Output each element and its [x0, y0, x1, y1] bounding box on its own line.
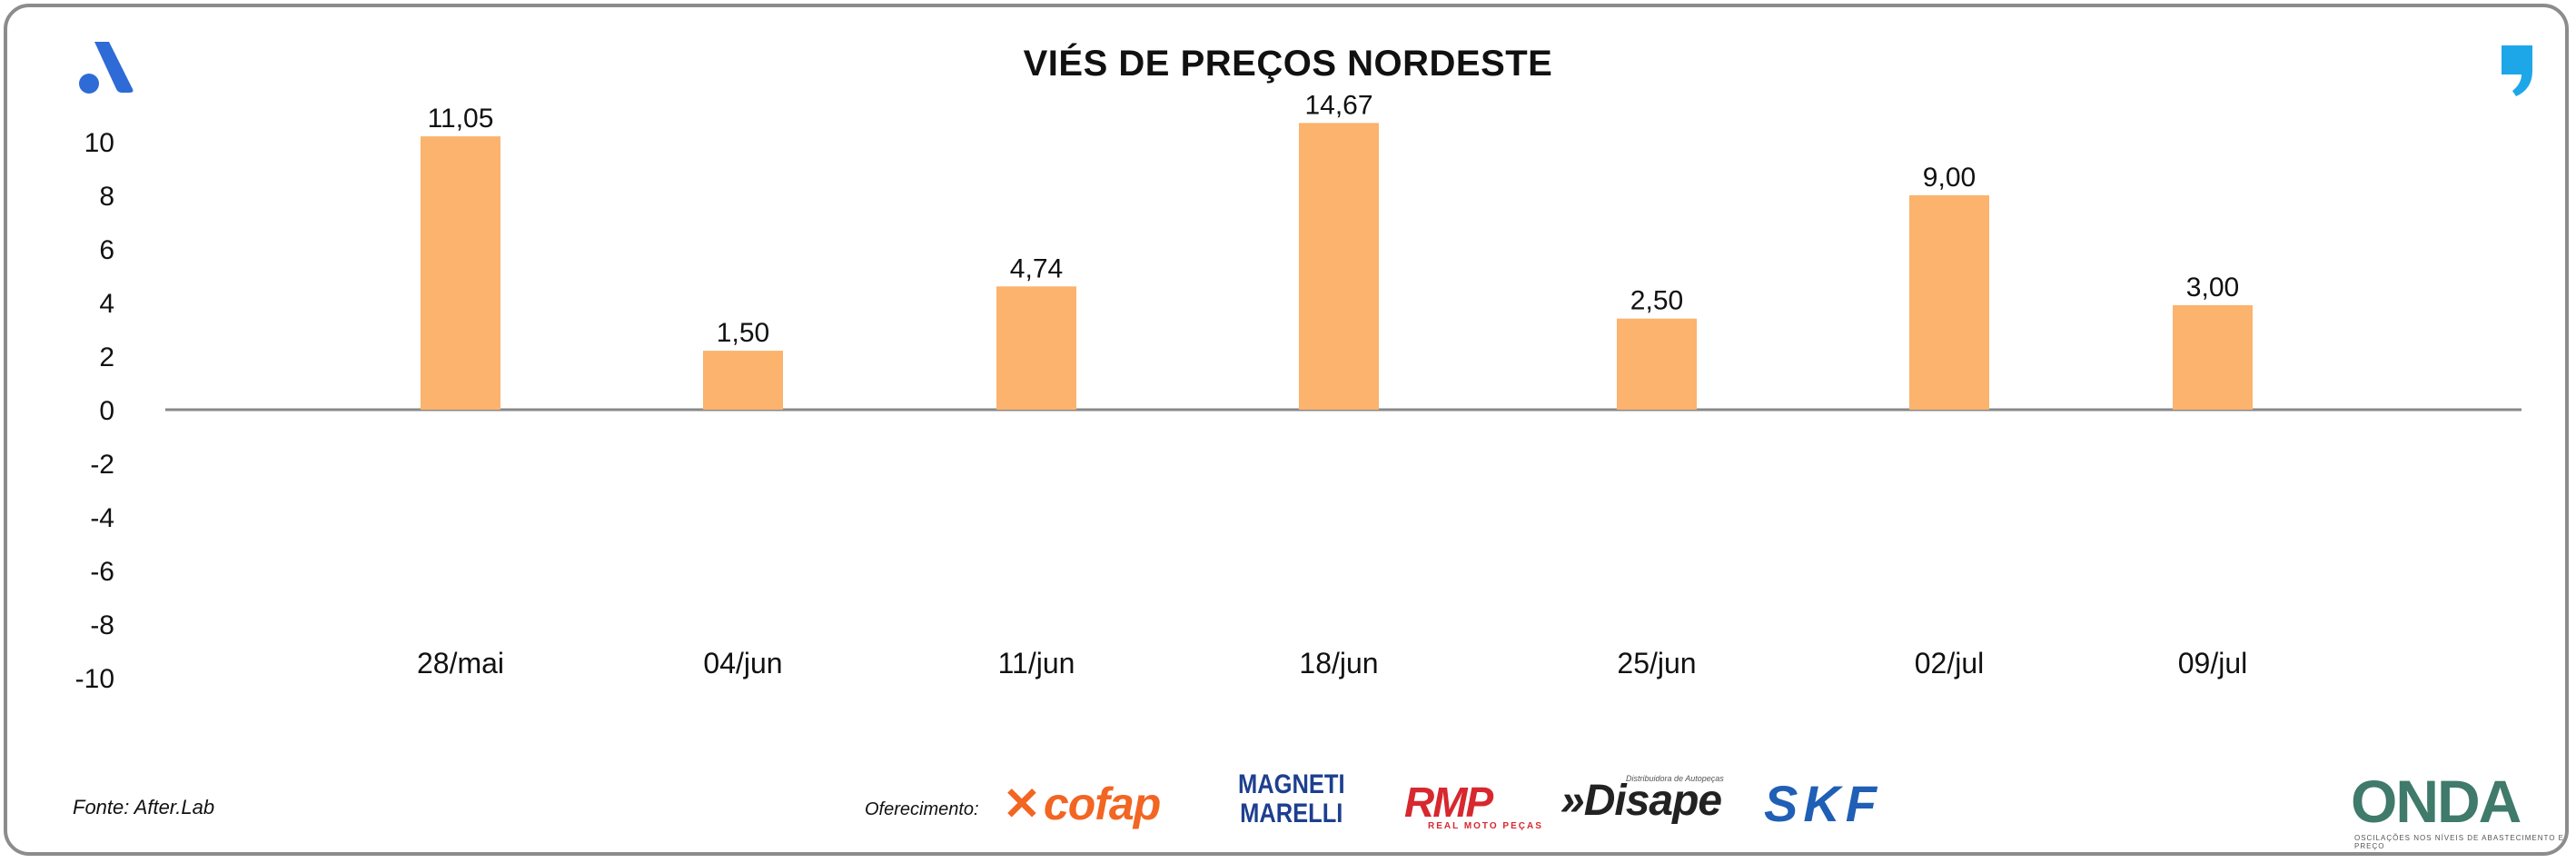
y-tick-label: 0: [99, 396, 114, 426]
y-tick-label: -2: [90, 450, 114, 480]
sponsor-label: Oferecimento:: [865, 799, 979, 819]
brand-a-logo: [79, 42, 134, 94]
bar-04/jun: [703, 351, 783, 410]
y-tick-label: 6: [99, 235, 114, 265]
magneti-marelli-logo: MAGNETI MARELLI: [1237, 769, 1345, 828]
x-tick-label: 25/jun: [1617, 647, 1696, 679]
bar-09/jul: [2173, 304, 2253, 410]
y-tick-label: 4: [99, 289, 114, 319]
data-label: 14,67: [1304, 90, 1372, 120]
bar-11/jun: [996, 286, 1076, 410]
bar-28/mai: [421, 136, 500, 410]
x-tick-label: 09/jul: [2178, 647, 2248, 679]
data-label: 11,05: [428, 104, 494, 134]
y-tick-label: 8: [99, 182, 114, 212]
y-tick-label: -8: [90, 610, 114, 640]
bar-25/jun: [1617, 318, 1697, 410]
y-tick-label: -10: [75, 664, 114, 694]
skf-logo: SKF: [1764, 775, 1882, 832]
disape-subtitle: Distribuidora de Autopeças: [1626, 774, 1724, 783]
y-tick-label: -6: [90, 557, 114, 587]
quote-mark-icon: [2502, 45, 2532, 96]
rmp-logo: RMP: [1404, 779, 1493, 826]
cofap-logo: ✕cofap: [1003, 779, 1161, 829]
rmp-subtitle: REAL MOTO PEÇAS: [1428, 821, 1543, 831]
y-tick-label: 10: [84, 128, 114, 158]
bar-18/jun: [1299, 123, 1379, 410]
onda-logo: ONDA: [2351, 768, 2522, 835]
data-label: 4,74: [1010, 253, 1063, 283]
x-tick-label: 18/jun: [1299, 647, 1378, 679]
data-label: 9,00: [1923, 163, 1976, 193]
chart-title: VIÉS DE PREÇOS NORDESTE: [1023, 44, 1553, 84]
bar-02/jul: [1909, 195, 1989, 410]
disape-logo: »Disape: [1560, 777, 1722, 825]
y-tick-label: -4: [90, 503, 114, 533]
x-tick-label: 28/mai: [417, 647, 504, 679]
onda-subtitle: OSCILAÇÕES NOS NÍVEIS DE ABASTECIMENTO E…: [2354, 834, 2565, 850]
y-tick-label: 2: [99, 342, 114, 372]
source-note: Fonte: After.Lab: [73, 796, 215, 818]
x-tick-label: 04/jun: [703, 647, 782, 679]
data-label: 2,50: [1630, 286, 1683, 316]
x-tick-label: 02/jul: [1915, 647, 1985, 679]
data-label: 3,00: [2186, 273, 2239, 303]
data-label: 1,50: [717, 318, 769, 348]
x-tick-label: 11/jun: [998, 647, 1075, 679]
